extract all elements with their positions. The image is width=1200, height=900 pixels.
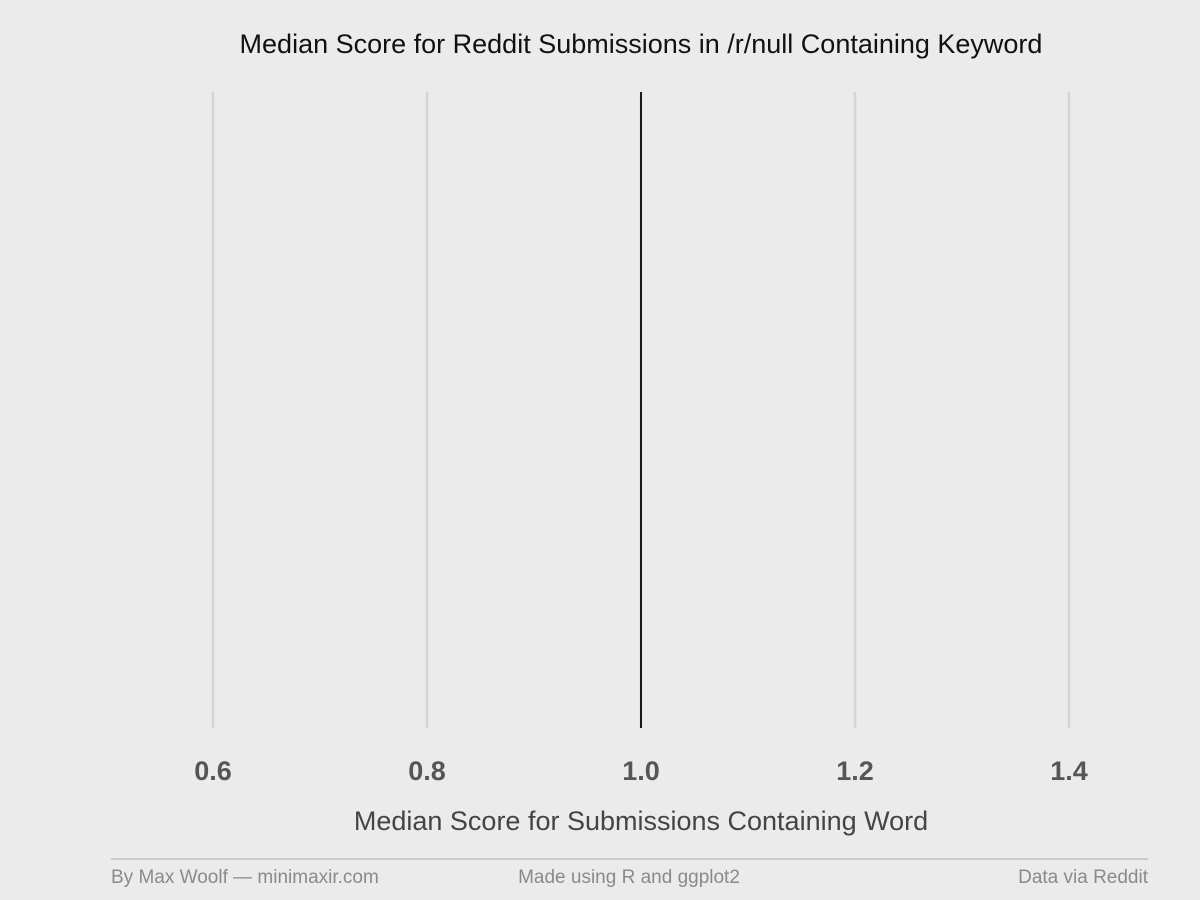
chart-title: Median Score for Reddit Submissions in /… <box>240 29 1043 59</box>
footer-source: Data via Reddit <box>1018 867 1149 888</box>
x-tick-label-0: 0.6 <box>194 756 232 786</box>
footer-credit: By Max Woolf — minimaxir.com <box>111 867 379 888</box>
x-tick-labels: 0.6 0.8 1.0 1.2 1.4 <box>194 756 1088 786</box>
x-tick-label-3: 1.2 <box>836 756 874 786</box>
x-axis-title: Median Score for Submissions Containing … <box>354 806 928 836</box>
x-tick-label-4: 1.4 <box>1050 756 1088 786</box>
footer-tools: Made using R and ggplot2 <box>518 867 740 888</box>
x-tick-label-1: 0.8 <box>408 756 446 786</box>
x-tick-label-2: 1.0 <box>622 756 660 786</box>
